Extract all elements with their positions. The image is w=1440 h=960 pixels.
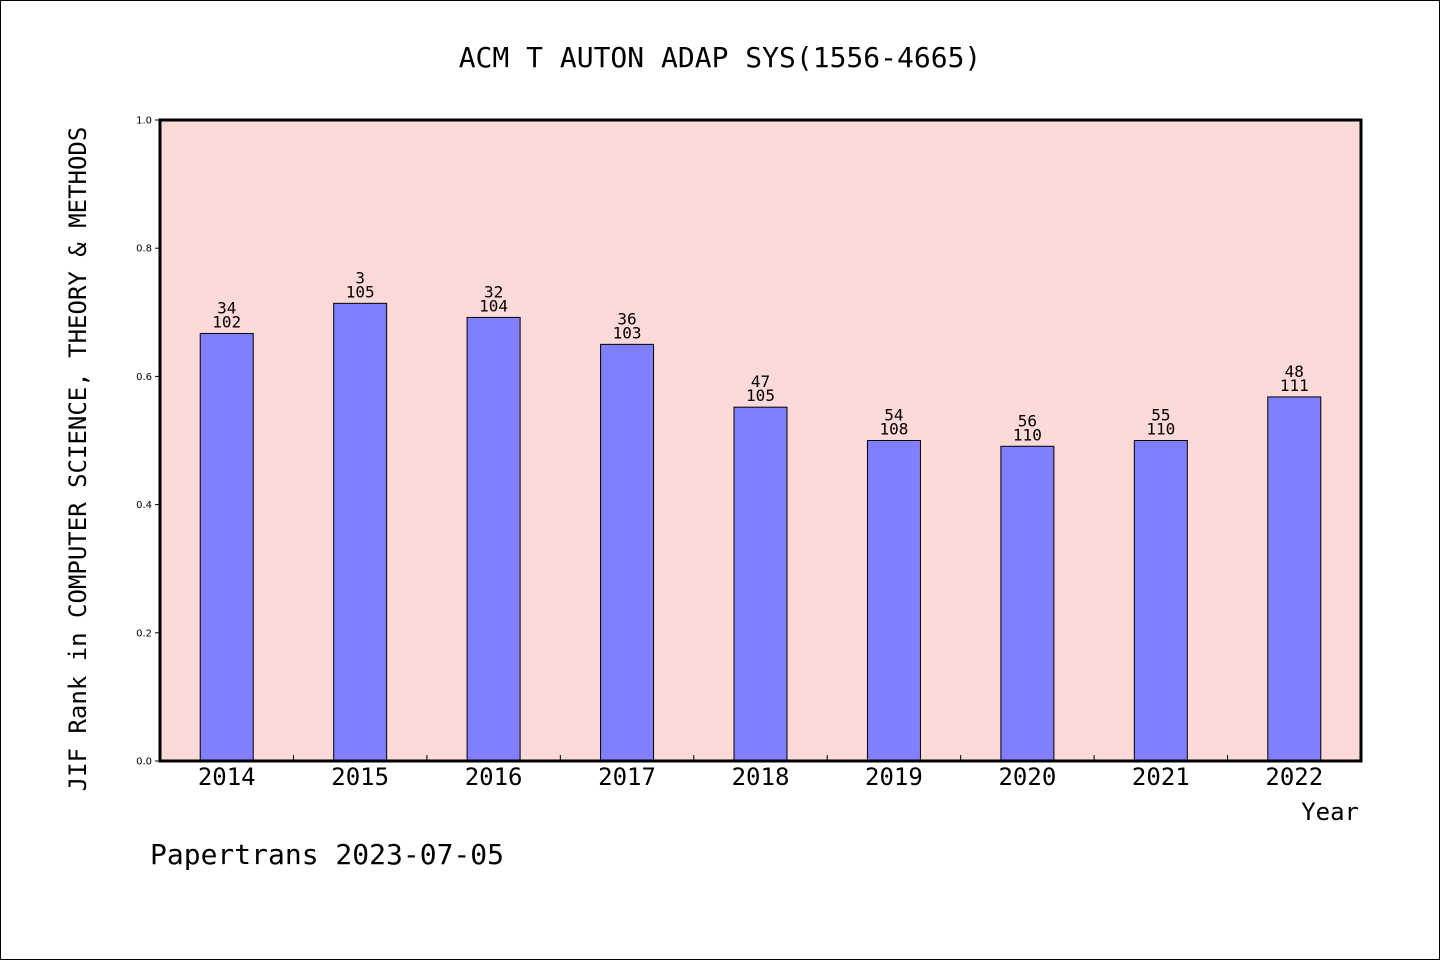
rank-label-2015: 3: [355, 268, 365, 287]
bar-2016: [466, 316, 521, 762]
total-label-2022: 111: [1280, 376, 1309, 395]
y-tick-label: 0.4: [136, 500, 152, 511]
total-label-2020: 110: [1013, 425, 1042, 444]
chart-title: ACM T AUTON ADAP SYS(1556-4665): [459, 41, 982, 74]
footer-watermark: Papertrans 2023-07-05: [150, 838, 504, 871]
x-tick-label: 2017: [598, 763, 656, 791]
bar-2022: [1267, 396, 1322, 762]
x-tick-label: 2022: [1265, 763, 1323, 791]
y-axis: 0.0 0.2 0.4 0.6 0.8 1.0: [136, 116, 160, 768]
x-tick-label: 2015: [331, 763, 389, 791]
bar-2020: [1000, 445, 1055, 762]
y-tick-label: 0.8: [136, 244, 152, 255]
bar-2021: [1133, 440, 1188, 762]
rank-label-2020: 56: [1018, 411, 1037, 430]
rank-label-2014: 34: [217, 298, 236, 317]
rank-label-2017: 36: [617, 309, 636, 328]
x-tick-label: 2019: [865, 763, 923, 791]
bar-2015: [333, 302, 388, 762]
plot-border: [158, 118, 1363, 763]
x-axis: 2014 2015 2016 2017 2018 2019 2020 2021 2022: [198, 755, 1323, 791]
rank-label-2018: 47: [751, 372, 770, 391]
rank-label-2016: 32: [484, 282, 503, 301]
rank-label-2019: 54: [884, 406, 903, 425]
total-label-2021: 110: [1146, 420, 1175, 439]
x-tick-label: 2018: [732, 763, 790, 791]
bar-2017: [600, 343, 655, 762]
x-tick-label: 2020: [998, 763, 1056, 791]
y-axis-label: JIF Rank in COMPUTER SCIENCE, THEORY & M…: [64, 127, 92, 792]
total-label-2014: 102: [212, 312, 241, 331]
x-tick-label: 2016: [465, 763, 523, 791]
bar-2019: [866, 440, 921, 762]
total-label-2017: 103: [613, 323, 642, 342]
x-axis-label: Year: [1301, 798, 1359, 826]
total-label-2016: 104: [479, 296, 508, 315]
y-tick-label: 0.6: [136, 372, 152, 383]
y-tick-label: 1.0: [136, 116, 152, 127]
bar-series: [199, 302, 1322, 762]
rank-label-2021: 55: [1151, 406, 1170, 425]
y-tick-label: 0.2: [136, 628, 152, 639]
y-tick-label: 0.0: [136, 757, 152, 768]
rank-label-2022: 48: [1285, 362, 1304, 381]
bar-2018: [733, 406, 788, 762]
x-tick-label: 2021: [1132, 763, 1190, 791]
x-tick-label: 2014: [198, 763, 256, 791]
bar-2014: [199, 332, 254, 762]
total-label-2015: 105: [346, 282, 375, 301]
total-label-2018: 105: [746, 386, 775, 405]
total-label-2019: 108: [879, 420, 908, 439]
